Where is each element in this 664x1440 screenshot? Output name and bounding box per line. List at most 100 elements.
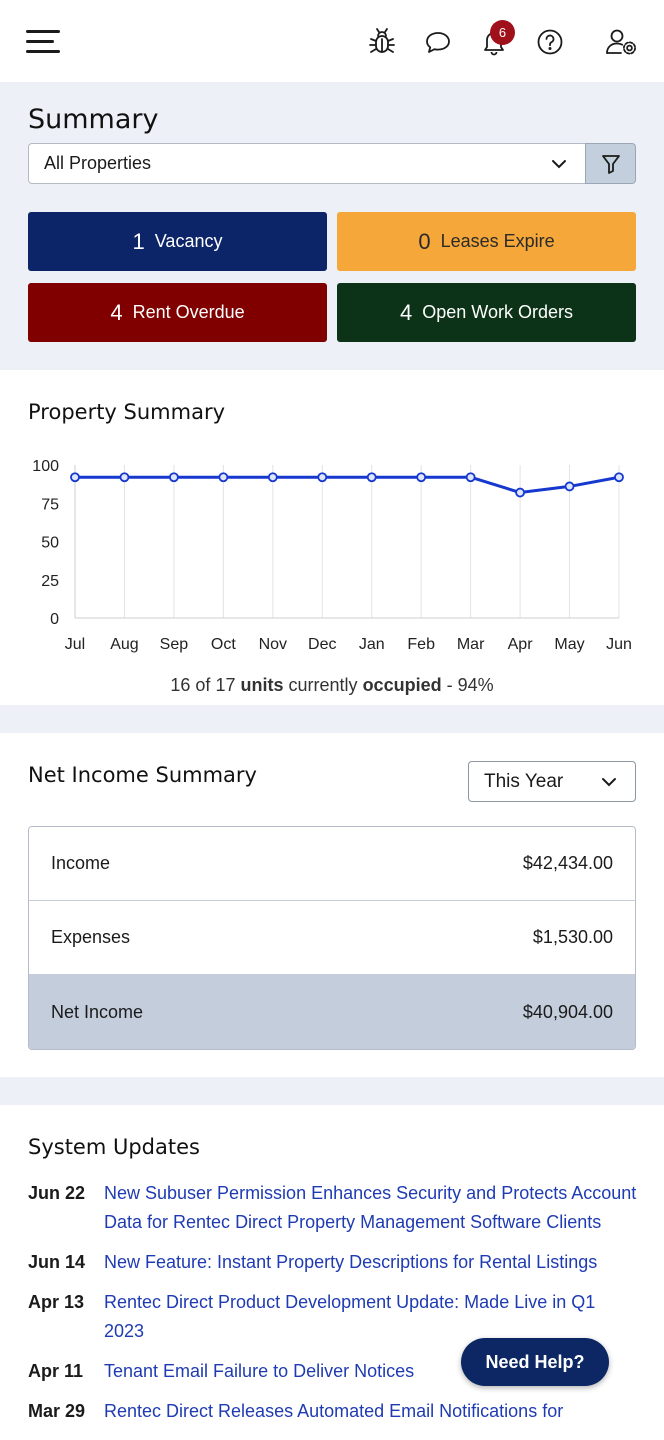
net-income-card: Net Income Summary This Year Income $42,… xyxy=(0,733,664,1077)
data-point xyxy=(515,487,525,498)
y-tick-label: 75 xyxy=(41,496,59,513)
update-link[interactable]: Tenant Email Failure to Deliver Notices xyxy=(104,1361,415,1381)
x-tick-label: Mar xyxy=(457,636,485,653)
x-tick-label: Dec xyxy=(308,636,336,653)
net-income-title: Net Income Summary xyxy=(28,763,257,787)
period-select[interactable]: This Year xyxy=(468,761,636,802)
rent-overdue-tile[interactable]: 4 Rent Overdue xyxy=(28,283,327,342)
income-label: Income xyxy=(51,853,111,873)
occupancy-of: of xyxy=(195,675,211,695)
data-point xyxy=(614,472,624,483)
menu-icon[interactable] xyxy=(26,28,62,56)
list-item: Apr 13 Rentec Direct Product Development… xyxy=(28,1288,638,1346)
data-point xyxy=(70,472,80,483)
data-point xyxy=(218,472,229,483)
user-settings-icon[interactable] xyxy=(604,26,640,58)
system-updates-card: System Updates Jun 22 New Subuser Permis… xyxy=(0,1105,664,1440)
bug-icon[interactable] xyxy=(367,26,397,58)
property-summary-title: Property Summary xyxy=(28,400,226,424)
open-work-orders-count: 4 xyxy=(400,299,413,325)
units-word: units xyxy=(240,675,284,695)
total-units: 17 xyxy=(215,675,236,695)
data-point xyxy=(119,472,130,483)
table-row: Income $42,434.00 xyxy=(29,827,635,901)
x-tick-label: Oct xyxy=(211,636,236,653)
update-date: Mar 29 xyxy=(28,1401,86,1421)
y-tick-label: 100 xyxy=(32,458,59,475)
rent-overdue-count: 4 xyxy=(110,299,123,325)
rent-overdue-label: Rent Overdue xyxy=(132,302,245,322)
data-point xyxy=(416,472,427,483)
update-link[interactable]: Rentec Direct Product Development Update… xyxy=(104,1292,596,1341)
x-tick-label: Aug xyxy=(110,636,138,653)
open-work-orders-label: Open Work Orders xyxy=(422,302,573,322)
property-summary-card: Property Summary 0 25 50 75 100 Jul Aug Sep Oct N… xyxy=(0,370,664,705)
help-icon[interactable] xyxy=(535,26,565,58)
update-date: Jun 22 xyxy=(28,1183,86,1203)
vacancy-count: 1 xyxy=(132,228,145,254)
occupancy-chart: 0 25 50 75 100 Jul Aug Sep Oct Nov Dec Jan Feb Mar Apr… xyxy=(32,458,632,653)
x-tick-label: May xyxy=(554,636,584,653)
list-item: Jun 22 New Subuser Permission Enhances S… xyxy=(28,1179,638,1237)
update-date: Apr 11 xyxy=(28,1361,84,1381)
open-work-orders-tile[interactable]: 4 Open Work Orders xyxy=(337,283,636,342)
filter-icon xyxy=(601,154,620,174)
property-select-value: All Properties xyxy=(44,153,152,173)
update-date: Apr 13 xyxy=(28,1292,85,1312)
list-item: Jun 14 New Feature: Instant Property Des… xyxy=(28,1248,638,1277)
expenses-value: $1,530.00 xyxy=(532,927,613,947)
table-row: Net Income $40,904.00 xyxy=(29,975,635,1049)
x-tick-label: Apr xyxy=(508,636,534,653)
filter-button[interactable] xyxy=(585,143,636,184)
occupied-word: occupied xyxy=(362,675,442,695)
series-line xyxy=(75,475,620,495)
data-point xyxy=(366,472,377,483)
data-point xyxy=(267,472,278,483)
data-point xyxy=(169,472,179,483)
chat-icon[interactable] xyxy=(423,26,453,58)
vacancy-tile[interactable]: 1 Vacancy xyxy=(28,212,327,271)
data-point xyxy=(465,472,476,483)
data-point xyxy=(317,472,328,483)
y-tick-label: 50 xyxy=(41,535,59,552)
update-link[interactable]: Rentec Direct Releases Automated Email N… xyxy=(104,1401,564,1421)
update-link[interactable]: New Feature: Instant Property Descriptio… xyxy=(104,1252,598,1272)
notification-badge: 6 xyxy=(490,20,515,45)
occupancy-percent: 94% xyxy=(457,675,494,695)
net-income-label: Net Income xyxy=(51,1001,144,1022)
summary-title: Summary xyxy=(28,104,159,135)
top-bar: 6 xyxy=(0,0,664,82)
period-select-value: This Year xyxy=(484,770,564,792)
property-select[interactable]: All Properties xyxy=(28,143,586,184)
need-help-button[interactable]: Need Help? xyxy=(461,1338,609,1386)
table-row: Expenses $1,530.00 xyxy=(29,901,635,975)
x-tick-label: Jul xyxy=(65,636,85,653)
leases-expire-tile[interactable]: 0 Leases Expire xyxy=(337,212,636,271)
x-tick-label: Jun xyxy=(606,636,632,653)
occupancy-text: 16 of 17 units currently occupied - 94% xyxy=(170,675,494,695)
update-date: Jun 14 xyxy=(28,1252,86,1272)
net-income-table: Income $42,434.00 Expenses $1,530.00 Net… xyxy=(28,826,636,1050)
x-tick-label: Jan xyxy=(359,636,385,653)
chevron-down-icon xyxy=(551,156,567,177)
list-item: Apr 11 Tenant Email Failure to Deliver N… xyxy=(28,1357,638,1386)
net-income-value: $40,904.00 xyxy=(522,1001,613,1022)
leases-expire-label: Leases Expire xyxy=(440,231,555,251)
leases-expire-count: 0 xyxy=(418,228,431,254)
update-link[interactable]: New Subuser Permission Enhances Security… xyxy=(104,1183,637,1232)
occupied-count: 16 xyxy=(170,675,191,695)
income-value: $42,434.00 xyxy=(522,853,613,873)
system-updates-list: Jun 22 New Subuser Permission Enhances S… xyxy=(28,1179,638,1437)
expenses-label: Expenses xyxy=(51,927,131,947)
chevron-down-icon xyxy=(601,774,617,796)
y-tick-label: 25 xyxy=(41,573,59,590)
x-tick-label: Sep xyxy=(160,636,189,653)
system-updates-title: System Updates xyxy=(28,1135,200,1159)
currently-word: currently xyxy=(288,675,358,695)
x-tick-label: Nov xyxy=(259,636,287,653)
vacancy-label: Vacancy xyxy=(154,231,223,251)
x-tick-label: Feb xyxy=(407,636,435,653)
data-point xyxy=(564,481,575,492)
y-tick-label: 0 xyxy=(50,611,59,628)
list-item: Mar 29 Rentec Direct Releases Automated … xyxy=(28,1397,638,1426)
